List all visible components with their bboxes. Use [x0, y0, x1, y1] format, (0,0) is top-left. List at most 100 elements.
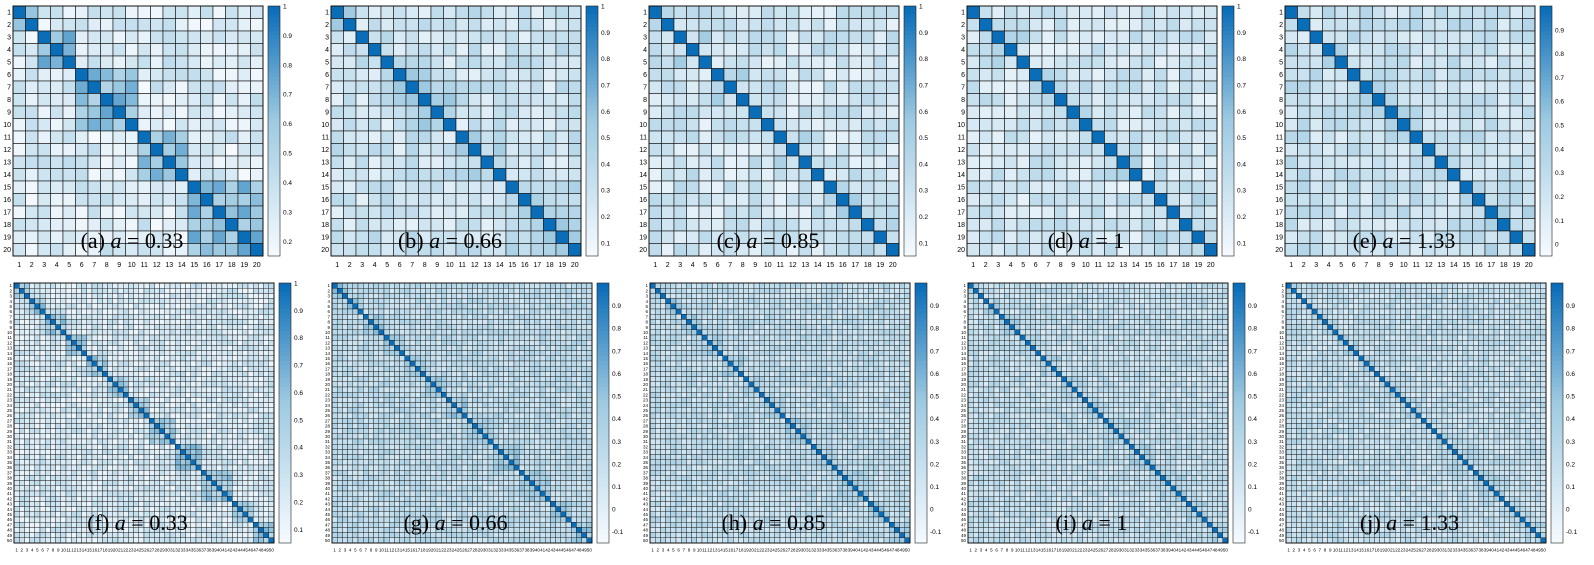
heatmap-cell	[887, 31, 900, 44]
heatmap-cell	[30, 501, 35, 506]
heatmap-cell	[1385, 106, 1398, 119]
heatmap-cell	[331, 56, 344, 69]
heatmap-cell	[196, 413, 201, 418]
heatmap-cell	[87, 351, 92, 356]
heatmap-cell	[837, 206, 850, 219]
colorbar-step	[1540, 194, 1552, 199]
heatmap-cell	[253, 392, 258, 397]
y-tick-label: 9	[961, 110, 965, 117]
y-tick-label: 10	[1275, 122, 1283, 129]
heatmap-cell	[102, 345, 107, 350]
heatmap-cell	[269, 413, 274, 418]
heatmap-cell	[837, 181, 850, 194]
colorbar-step	[1540, 27, 1552, 32]
heatmap-cell	[1117, 44, 1130, 57]
x-tick-label: 19	[240, 262, 248, 269]
heatmap-cell	[1410, 31, 1423, 44]
heatmap-cell	[149, 413, 154, 418]
heatmap-cell	[519, 94, 532, 107]
heatmap-cell	[812, 19, 825, 32]
heatmap-cell	[1448, 119, 1461, 132]
heatmap-cell	[544, 206, 557, 219]
heatmap-cell	[344, 206, 357, 219]
heatmap-cell	[186, 486, 191, 491]
colorbar-step	[1222, 227, 1234, 232]
heatmap-cell	[63, 6, 76, 19]
heatmap-cell	[24, 439, 29, 444]
heatmap-cell	[102, 361, 107, 366]
heatmap-cell	[331, 194, 344, 207]
heatmap-cell	[1105, 206, 1118, 219]
heatmap-cell	[160, 351, 165, 356]
heatmap-cell	[191, 392, 196, 397]
heatmap-cell	[264, 335, 269, 340]
heatmap-cell	[253, 486, 258, 491]
heatmap-cell	[108, 293, 113, 298]
heatmap-cell	[128, 455, 133, 460]
heatmap-cell	[92, 325, 97, 330]
heatmap-cell	[196, 486, 201, 491]
heatmap-cell	[519, 206, 532, 219]
heatmap-cell	[108, 366, 113, 371]
heatmap-cell	[227, 361, 232, 366]
heatmap-cell	[191, 288, 196, 293]
heatmap-cell	[176, 44, 189, 57]
heatmap-cell	[108, 377, 113, 382]
heatmap-cell	[217, 460, 222, 465]
heatmap-cell	[50, 429, 55, 434]
colorbar-step	[904, 119, 916, 124]
heatmap-cell	[13, 169, 26, 182]
heatmap-cell	[1298, 19, 1311, 32]
heatmap-cell	[82, 293, 87, 298]
y-tick-label: 1	[961, 10, 965, 17]
x-tick-label: 20	[1207, 262, 1215, 269]
heatmap-cell	[201, 335, 206, 340]
heatmap-cell	[799, 194, 812, 207]
heatmap-cell	[180, 283, 185, 288]
heatmap-cell	[113, 319, 118, 324]
heatmap-cell	[151, 194, 164, 207]
x-tick-label: 19	[1512, 262, 1520, 269]
heatmap-cell	[196, 460, 201, 465]
heatmap-cell	[40, 423, 45, 428]
heatmap-cell	[232, 423, 237, 428]
heatmap-cell	[1142, 31, 1155, 44]
heatmap-cell	[92, 429, 97, 434]
heatmap-cell	[76, 319, 81, 324]
heatmap-cell	[1142, 106, 1155, 119]
heatmap-cell	[1285, 94, 1298, 107]
heatmap-cell	[1423, 69, 1436, 82]
heatmap-cell	[102, 397, 107, 402]
heatmap-cell	[134, 460, 139, 465]
colorbar-step	[268, 81, 280, 86]
heatmap-cell	[222, 325, 227, 330]
heatmap-cell	[481, 69, 494, 82]
colorbar-step	[586, 169, 598, 174]
heatmap-cell	[232, 403, 237, 408]
heatmap-cell	[71, 397, 76, 402]
heatmap-cell	[222, 429, 227, 434]
heatmap-cell	[1285, 119, 1298, 132]
heatmap-cell	[134, 429, 139, 434]
heatmap-cell	[56, 335, 61, 340]
heatmap-cell	[154, 501, 159, 506]
heatmap-cell	[30, 366, 35, 371]
heatmap-cell	[1335, 144, 1348, 157]
heatmap-cell	[66, 319, 71, 324]
heatmap-cell	[887, 69, 900, 82]
heatmap-cell	[569, 19, 582, 32]
heatmap-cell	[481, 156, 494, 169]
heatmap-cell	[251, 44, 264, 57]
heatmap-cell	[149, 501, 154, 506]
heatmap-cell	[1310, 69, 1323, 82]
heatmap-cell	[196, 366, 201, 371]
heatmap-cell	[180, 455, 185, 460]
heatmap-cell	[1192, 206, 1205, 219]
heatmap-cell	[232, 460, 237, 465]
heatmap-cell	[967, 31, 980, 44]
heatmap-cell	[1360, 194, 1373, 207]
heatmap-cell	[1485, 69, 1498, 82]
heatmap-cell	[35, 465, 40, 470]
heatmap-cell	[737, 81, 750, 94]
heatmap-cell	[206, 449, 211, 454]
